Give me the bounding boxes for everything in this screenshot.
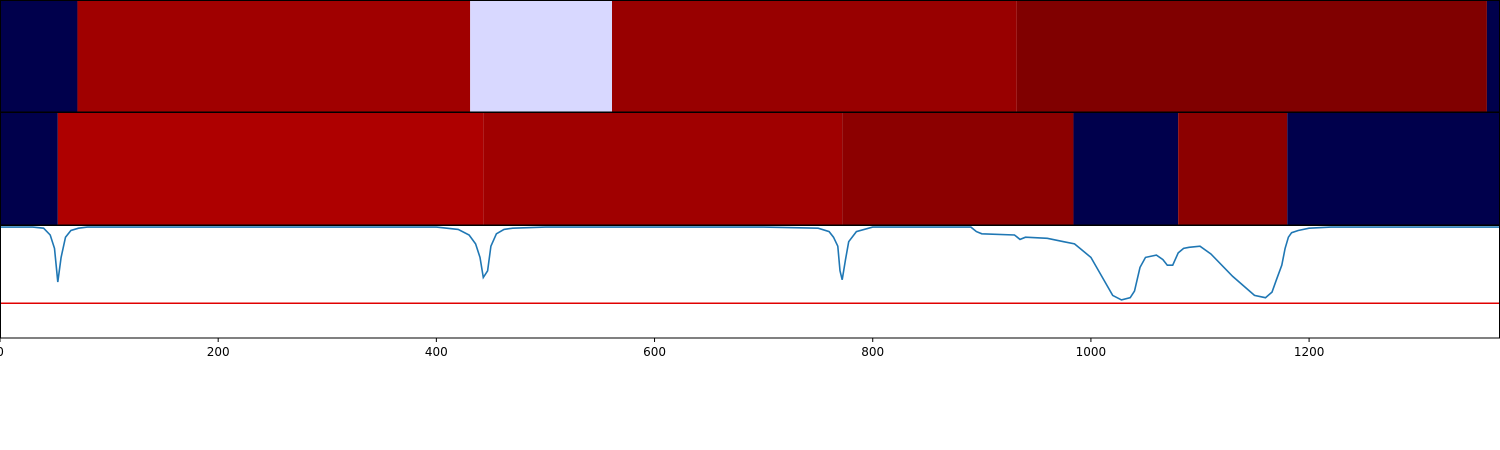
heatmap-cell-r0-0 (0, 1, 78, 112)
heatmap-row-middle (0, 113, 1500, 225)
heatmap-cell-r1-2 (483, 113, 843, 225)
x-tick-label: 400 (425, 345, 448, 359)
line-panel (0, 226, 1500, 338)
heatmap-cell-r0-4 (1016, 1, 1487, 112)
heatmap-row-top (0, 1, 1500, 112)
heatmap-cell-r1-3 (842, 113, 1074, 225)
heatmap-cell-r0-5 (1486, 1, 1500, 112)
line-panel-background (0, 226, 1500, 338)
heatmap-cell-r0-1 (77, 1, 471, 112)
x-tick-label: 1000 (1076, 345, 1107, 359)
heatmap-cell-r0-3 (612, 1, 1017, 112)
series-line (0, 226, 1500, 301)
x-tick-label: 1200 (1294, 345, 1325, 359)
heatmap-cell-r1-4 (1073, 113, 1179, 225)
x-tick-label: 0 (0, 345, 4, 359)
heatmap-cell-r1-0 (0, 113, 58, 225)
x-tick-label: 800 (861, 345, 884, 359)
heatmap-cell-r1-5 (1178, 113, 1288, 225)
x-tick-label: 600 (643, 345, 666, 359)
heatmap-cell-r1-6 (1287, 113, 1500, 225)
heatmap-cell-r0-2 (470, 1, 612, 112)
heatmap-cell-r1-1 (57, 113, 484, 225)
x-axis: 0 200 400 600 800 1000 1200 (0, 338, 1324, 359)
x-tick-label: 200 (207, 345, 230, 359)
